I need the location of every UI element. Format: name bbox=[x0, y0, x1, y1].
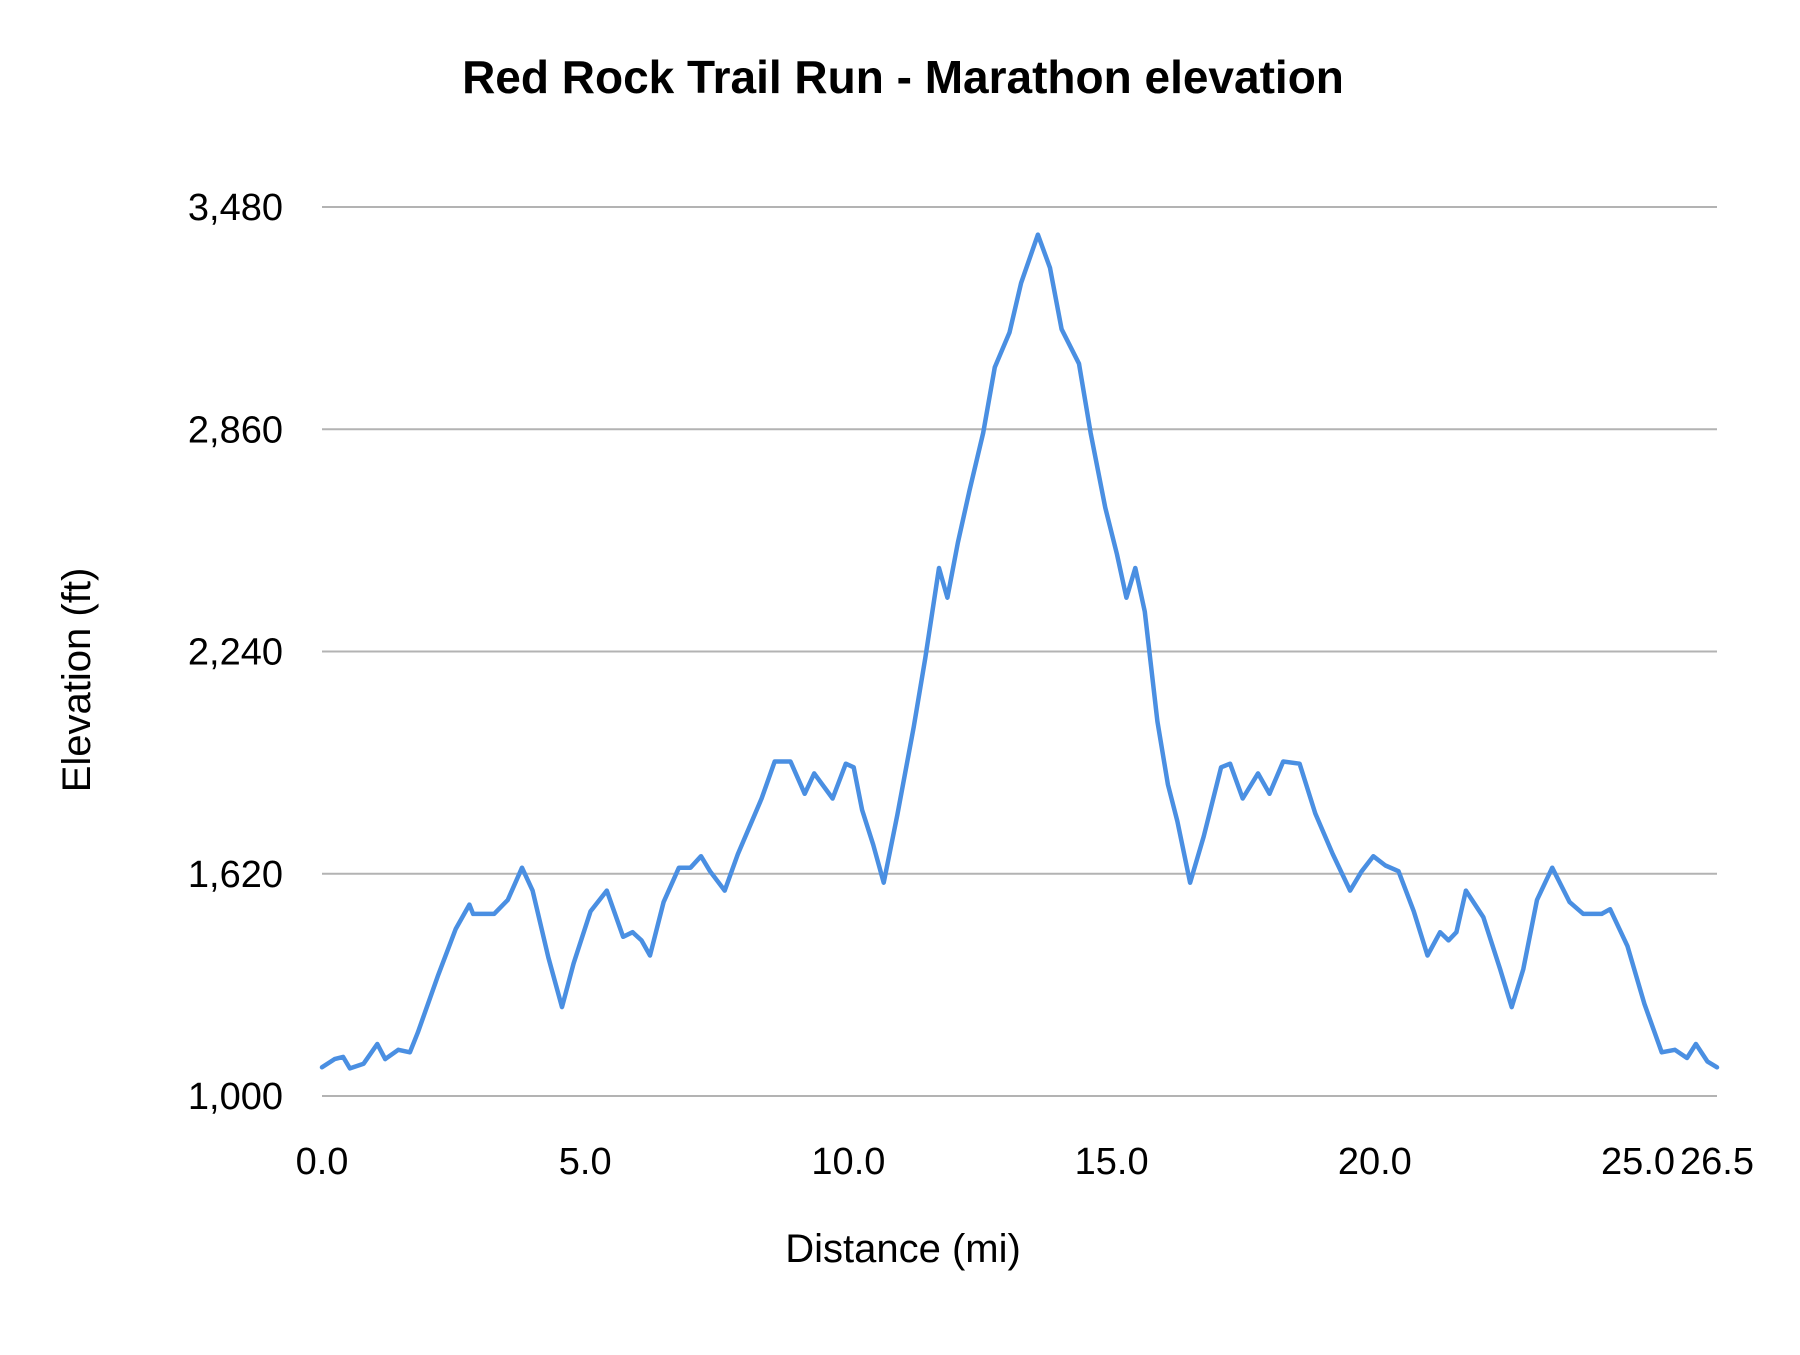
x-axis-ticks: 0.0 5.0 10.0 15.0 20.0 25.0 26.5 bbox=[296, 1141, 1754, 1183]
y-tick-label: 2,860 bbox=[188, 409, 283, 451]
x-tick-label: 5.0 bbox=[559, 1141, 612, 1183]
y-axis-ticks: 1,000 1,620 2,240 2,860 3,480 bbox=[188, 187, 283, 1118]
chart-title: Red Rock Trail Run - Marathon elevation bbox=[462, 51, 1344, 103]
x-tick-label: 25.0 bbox=[1601, 1141, 1675, 1183]
x-tick-label: 15.0 bbox=[1075, 1141, 1149, 1183]
y-axis-label: Elevation (ft) bbox=[55, 568, 99, 793]
x-tick-label: 26.5 bbox=[1680, 1141, 1754, 1183]
x-tick-label: 0.0 bbox=[296, 1141, 349, 1183]
x-axis-label: Distance (mi) bbox=[785, 1227, 1021, 1271]
x-tick-label: 10.0 bbox=[811, 1141, 885, 1183]
y-tick-label: 1,000 bbox=[188, 1076, 283, 1118]
y-tick-label: 1,620 bbox=[188, 854, 283, 896]
gridlines bbox=[322, 206, 1717, 1097]
y-tick-label: 3,480 bbox=[188, 187, 283, 229]
y-tick-label: 2,240 bbox=[188, 632, 283, 674]
x-tick-label: 20.0 bbox=[1338, 1141, 1412, 1183]
elevation-series-line bbox=[319, 232, 1720, 1071]
